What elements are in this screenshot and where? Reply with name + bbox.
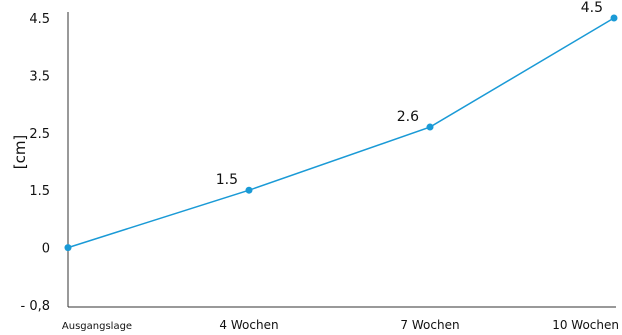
y-tick-label: 0 (42, 242, 50, 257)
data-labels: 1.5 2.6 4.5 (216, 0, 603, 188)
data-point (64, 244, 72, 252)
x-tick-label: 4 Wochen (219, 318, 278, 332)
x-tick-label: Ausgangslage (62, 321, 132, 332)
data-label: 4.5 (581, 0, 603, 16)
x-tick-label: 7 Wochen (400, 318, 459, 332)
series-line-group (67, 17, 615, 249)
y-tick-label: 1.5 (29, 184, 50, 199)
axes (67, 12, 616, 308)
y-tick-label: 2.5 (29, 127, 50, 142)
y-axis-label: [cm] (11, 135, 29, 170)
data-points (64, 14, 618, 252)
data-label: 1.5 (216, 172, 238, 188)
data-point (426, 123, 434, 131)
x-tick-labels: Ausgangslage 4 Wochen 7 Wochen 10 Wochen (62, 318, 619, 332)
data-label: 2.6 (397, 109, 419, 125)
y-tick-label: 4.5 (29, 12, 50, 27)
y-tick-labels: 4.5 3.5 2.5 1.5 0 - 0,8 (21, 12, 51, 314)
data-point (245, 186, 253, 194)
data-point (610, 14, 618, 22)
y-tick-label: - 0,8 (21, 299, 51, 314)
x-tick-label: 10 Wochen (552, 318, 619, 332)
y-tick-label: 3.5 (29, 69, 50, 84)
series-line (67, 17, 615, 249)
